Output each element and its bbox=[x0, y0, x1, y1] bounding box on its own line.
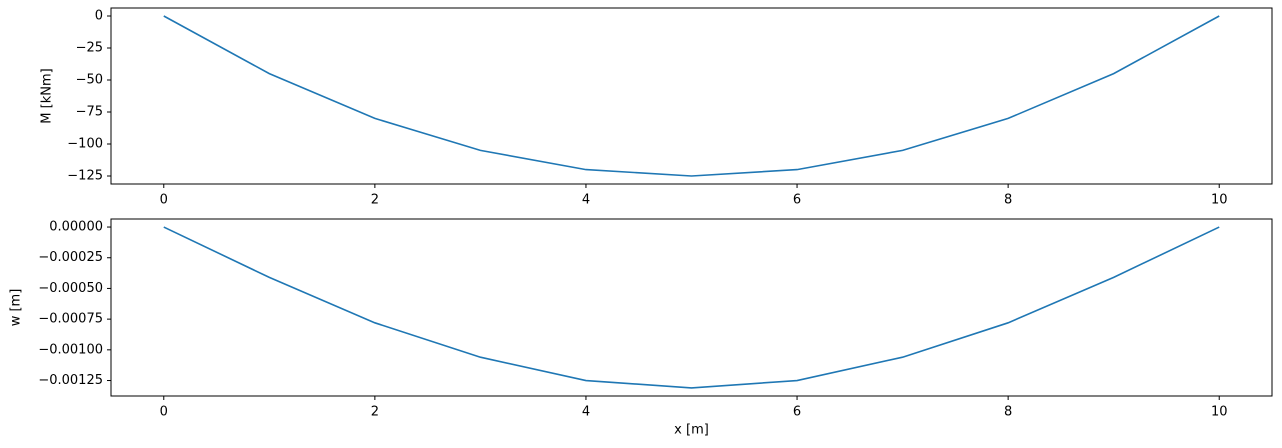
y-tick-label: −0.00025 bbox=[38, 250, 103, 265]
y-tick-label: −50 bbox=[76, 73, 103, 88]
data-line bbox=[163, 15, 1220, 177]
y-axis-label: w [m] bbox=[9, 289, 24, 327]
x-tick-label: 2 bbox=[371, 405, 379, 420]
y-tick-label: 0 bbox=[95, 9, 103, 24]
x-tick-label: 4 bbox=[582, 193, 590, 208]
x-tick-label: 0 bbox=[160, 193, 168, 208]
y-tick-label: −0.00075 bbox=[38, 312, 103, 327]
x-tick-label: 4 bbox=[582, 405, 590, 420]
y-tick-label: −0.00100 bbox=[38, 342, 103, 357]
axes-frame bbox=[110, 218, 1273, 397]
x-tick-label: 8 bbox=[1004, 193, 1012, 208]
y-tick-label: −75 bbox=[76, 105, 103, 120]
y-tick-label: −0.00050 bbox=[38, 281, 103, 296]
y-axis-label: M [kNm] bbox=[40, 68, 55, 123]
x-tick-label: 0 bbox=[160, 405, 168, 420]
x-tick-label: 10 bbox=[1211, 193, 1228, 208]
x-tick-label: 10 bbox=[1211, 405, 1228, 420]
y-tick-label: −100 bbox=[67, 137, 103, 152]
y-tick-label: 0.00000 bbox=[49, 220, 103, 235]
x-tick-label: 6 bbox=[793, 405, 801, 420]
x-tick-label: 6 bbox=[793, 193, 801, 208]
data-line bbox=[163, 226, 1220, 389]
x-tick-label: 2 bbox=[371, 193, 379, 208]
y-tick-label: −125 bbox=[67, 169, 103, 184]
axes-frame bbox=[110, 7, 1273, 185]
y-tick-label: −25 bbox=[76, 41, 103, 56]
x-tick-label: 8 bbox=[1004, 405, 1012, 420]
y-tick-label: −0.00125 bbox=[38, 373, 103, 388]
x-axis-label: x [m] bbox=[674, 423, 709, 438]
